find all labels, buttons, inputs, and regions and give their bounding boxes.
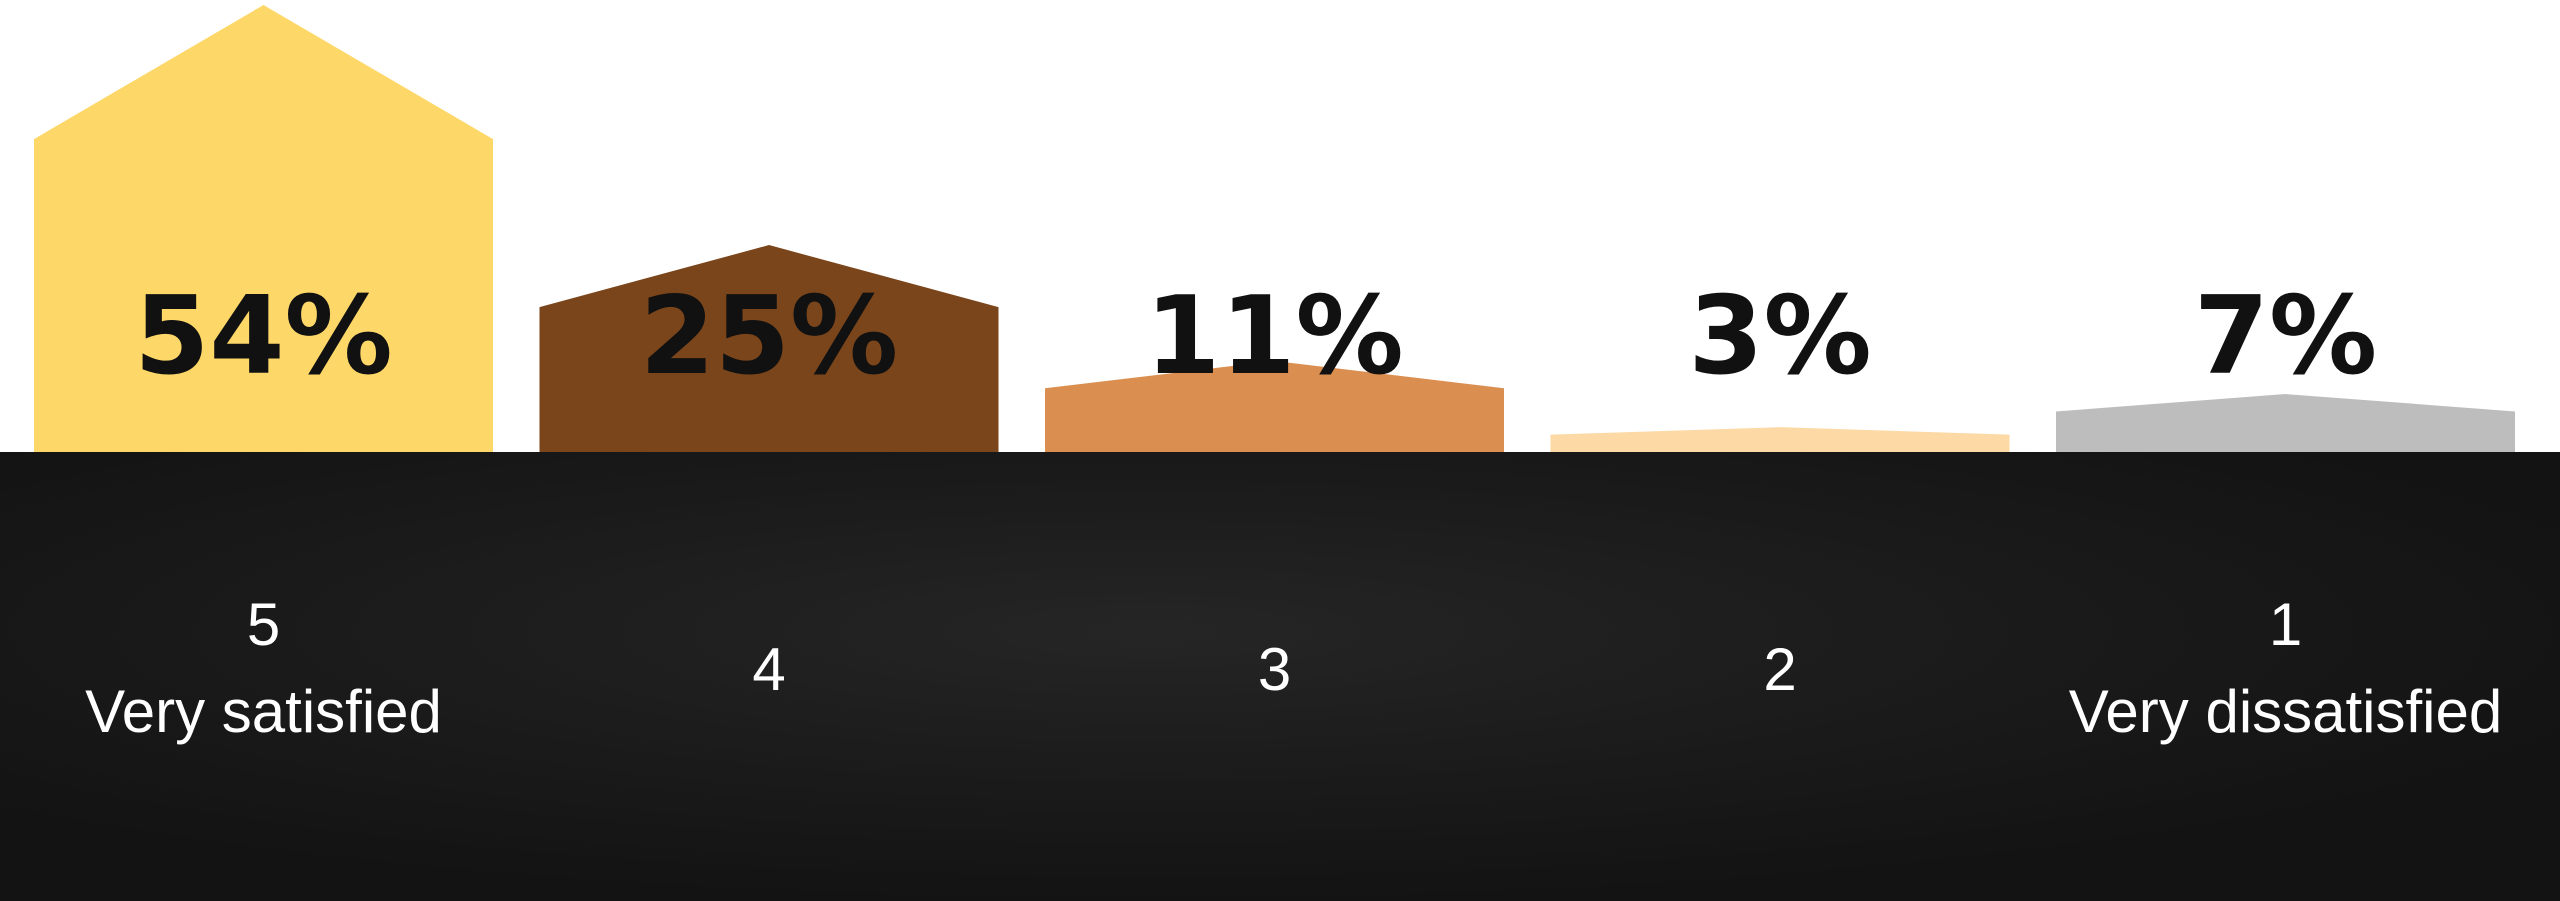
category-label: 1 — [2269, 591, 2302, 658]
bar — [1550, 427, 2010, 452]
category-label: 5 — [247, 591, 280, 658]
category-label: 3 — [1258, 636, 1291, 703]
value-label: 7% — [2194, 274, 2377, 399]
category-label: 2 — [1763, 636, 1796, 703]
bar — [34, 5, 493, 452]
value-label: 3% — [1688, 274, 1871, 399]
value-label: 25% — [640, 274, 899, 399]
value-label: 54% — [134, 274, 393, 399]
category-description: Very dissatisfied — [2069, 678, 2503, 745]
category-description: Very satisfied — [85, 678, 442, 745]
bar — [2056, 394, 2515, 452]
background-shade — [0, 452, 2560, 901]
bar — [539, 245, 999, 452]
category-label: 4 — [752, 636, 785, 703]
bar — [1045, 360, 1504, 452]
value-label: 11% — [1145, 274, 1404, 399]
